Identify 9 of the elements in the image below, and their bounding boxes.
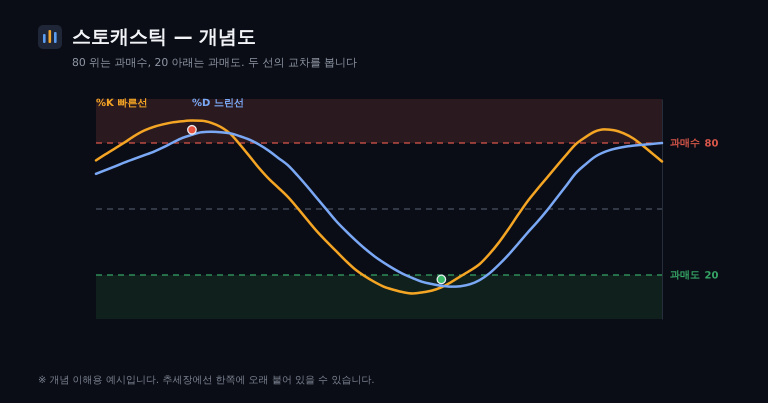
y-tick-label: 20	[704, 270, 718, 282]
ref-line-label: 과매수	[670, 138, 700, 149]
chart-title: 스토캐스틱 — 개념도	[72, 26, 256, 48]
text: %D 느린선	[192, 98, 244, 109]
ref-line-label: 과매도	[670, 270, 700, 281]
text: ※ 개념 이해용 예시입니다. 추세장에선 한쪽에 오래 붙어 있을 수 있습니다.	[38, 375, 375, 386]
y-tick-label: 80	[704, 138, 718, 150]
chart-subtitle: 80 위는 과매수, 20 아래는 과매도. 두 선의 교차를 봅니다	[72, 56, 358, 70]
series-label: %K 빠른선	[96, 98, 148, 109]
